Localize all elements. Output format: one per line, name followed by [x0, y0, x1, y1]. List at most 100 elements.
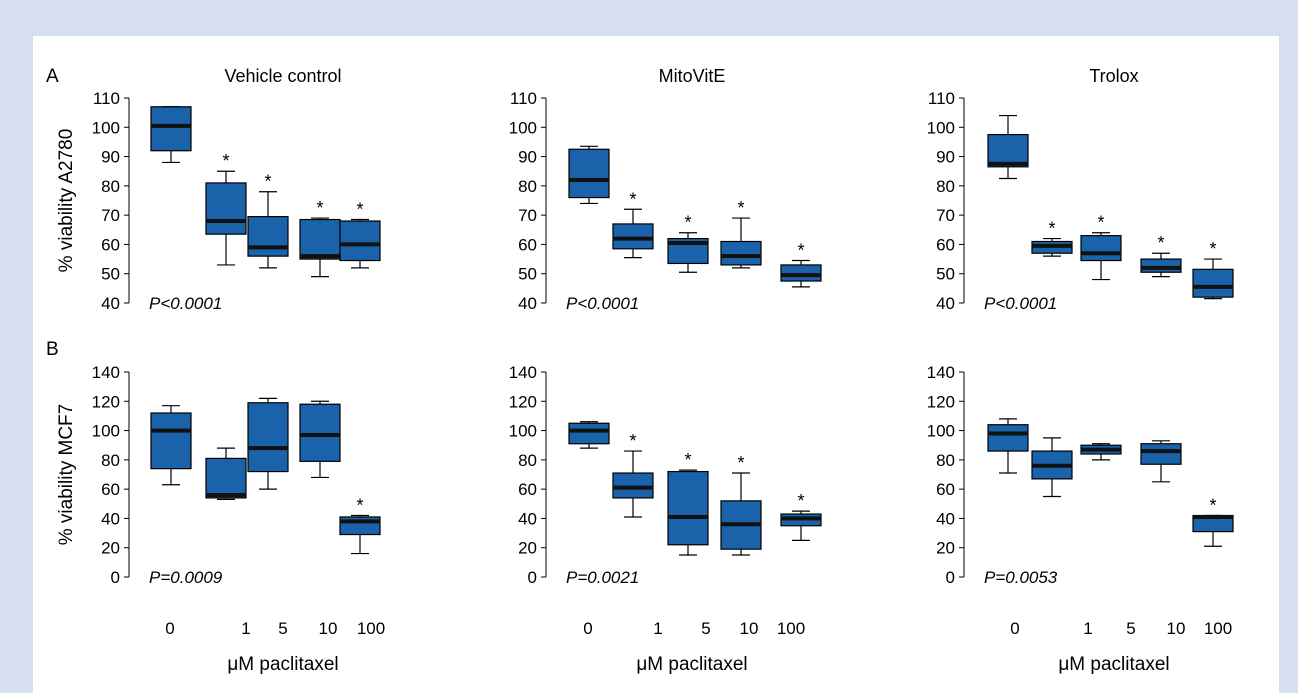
- significance-star: *: [264, 172, 271, 192]
- significance-star: *: [1048, 219, 1055, 239]
- box-iqr: [1141, 444, 1181, 465]
- box-iqr: [248, 403, 288, 472]
- y-tick-label: 90: [936, 148, 955, 167]
- x-tick-label: 100: [777, 619, 805, 638]
- box-iqr: [300, 220, 340, 260]
- x-tick-label: 100: [1204, 619, 1232, 638]
- significance-star: *: [684, 213, 691, 233]
- box-iqr: [300, 404, 340, 461]
- x-axis-label: μM paclitaxel: [1058, 654, 1169, 675]
- significance-star: *: [684, 450, 691, 470]
- y-tick-label: 80: [518, 451, 537, 470]
- y-tick-label: 20: [518, 539, 537, 558]
- box-iqr: [569, 149, 609, 197]
- significance-star: *: [356, 200, 363, 220]
- significance-star: *: [1209, 496, 1216, 516]
- y-tick-label: 20: [936, 539, 955, 558]
- box-iqr: [248, 217, 288, 257]
- y-tick-label: 80: [101, 177, 120, 196]
- box-iqr: [668, 472, 708, 545]
- y-tick-label: 60: [518, 235, 537, 254]
- y-tick-label: 70: [518, 206, 537, 225]
- y-tick-label: 100: [509, 422, 537, 441]
- y-tick-label: 110: [928, 89, 955, 108]
- y-tick-label: 60: [518, 480, 537, 499]
- y-tick-label: 40: [101, 294, 120, 313]
- box-iqr: [988, 425, 1028, 451]
- significance-star: *: [316, 198, 323, 218]
- p-value: P<0.0001: [149, 294, 222, 313]
- y-tick-label: 120: [509, 392, 537, 411]
- box-iqr: [569, 423, 609, 444]
- y-tick-label: 50: [101, 265, 120, 284]
- y-tick-label: 140: [92, 363, 120, 382]
- box-iqr: [206, 458, 246, 498]
- significance-star: *: [356, 496, 363, 516]
- significance-star: *: [629, 189, 636, 209]
- x-tick-label: 1: [241, 619, 250, 638]
- significance-star: *: [629, 431, 636, 451]
- x-tick-label: 1: [1083, 619, 1092, 638]
- y-tick-label: 60: [101, 235, 120, 254]
- significance-star: *: [797, 491, 804, 511]
- x-axis-label: μM paclitaxel: [636, 654, 747, 675]
- x-tick-label: 10: [740, 619, 759, 638]
- y-tick-label: 60: [936, 235, 955, 254]
- y-tick-label: 100: [927, 118, 955, 137]
- box-iqr: [1081, 236, 1121, 261]
- chart-title: MitoVitE: [659, 66, 726, 86]
- x-axis-label: μM paclitaxel: [227, 654, 338, 675]
- y-tick-label: 40: [518, 294, 537, 313]
- y-tick-label: 0: [528, 568, 537, 587]
- y-tick-label: 100: [927, 422, 955, 441]
- y-axis-label: % viability MCF7: [56, 404, 77, 545]
- x-tick-label: 0: [1010, 619, 1019, 638]
- y-axis-label: % viability A2780: [56, 129, 77, 273]
- chart-title: Vehicle control: [224, 66, 341, 86]
- box-iqr: [1193, 269, 1233, 297]
- significance-star: *: [737, 198, 744, 218]
- p-value: P=0.0009: [149, 568, 223, 587]
- box-iqr: [613, 473, 653, 498]
- y-tick-label: 20: [101, 539, 120, 558]
- x-tick-label: 0: [165, 619, 174, 638]
- y-tick-label: 120: [92, 392, 120, 411]
- y-tick-label: 100: [509, 118, 537, 137]
- x-tick-label: 5: [278, 619, 287, 638]
- x-tick-label: 0: [583, 619, 592, 638]
- y-tick-label: 80: [101, 451, 120, 470]
- y-tick-label: 0: [111, 568, 120, 587]
- y-tick-label: 40: [101, 509, 120, 528]
- y-tick-label: 50: [936, 265, 955, 284]
- box-iqr: [151, 413, 191, 469]
- y-tick-label: 50: [518, 265, 537, 284]
- y-tick-label: 40: [518, 509, 537, 528]
- y-tick-label: 0: [946, 568, 955, 587]
- box-iqr: [1141, 259, 1181, 272]
- y-tick-label: 110: [510, 89, 537, 108]
- box-iqr: [340, 221, 380, 261]
- row-letter: A: [46, 66, 59, 87]
- x-tick-label: 10: [1167, 619, 1186, 638]
- y-tick-label: 80: [518, 177, 537, 196]
- p-value: P<0.0001: [566, 294, 639, 313]
- x-tick-label: 10: [319, 619, 338, 638]
- y-tick-label: 40: [936, 509, 955, 528]
- significance-star: *: [222, 151, 229, 171]
- y-tick-label: 140: [927, 363, 955, 382]
- y-tick-label: 110: [93, 89, 120, 108]
- y-tick-label: 100: [92, 118, 120, 137]
- box-iqr: [781, 265, 821, 281]
- y-tick-label: 60: [936, 480, 955, 499]
- x-tick-label: 5: [1126, 619, 1135, 638]
- y-tick-label: 70: [101, 206, 120, 225]
- y-tick-label: 80: [936, 451, 955, 470]
- p-value: P=0.0021: [566, 568, 639, 587]
- box-iqr: [151, 107, 191, 151]
- box-iqr: [613, 224, 653, 249]
- y-tick-label: 140: [509, 363, 537, 382]
- significance-star: *: [1157, 233, 1164, 253]
- y-tick-label: 120: [927, 392, 955, 411]
- p-value: P<0.0001: [984, 294, 1057, 313]
